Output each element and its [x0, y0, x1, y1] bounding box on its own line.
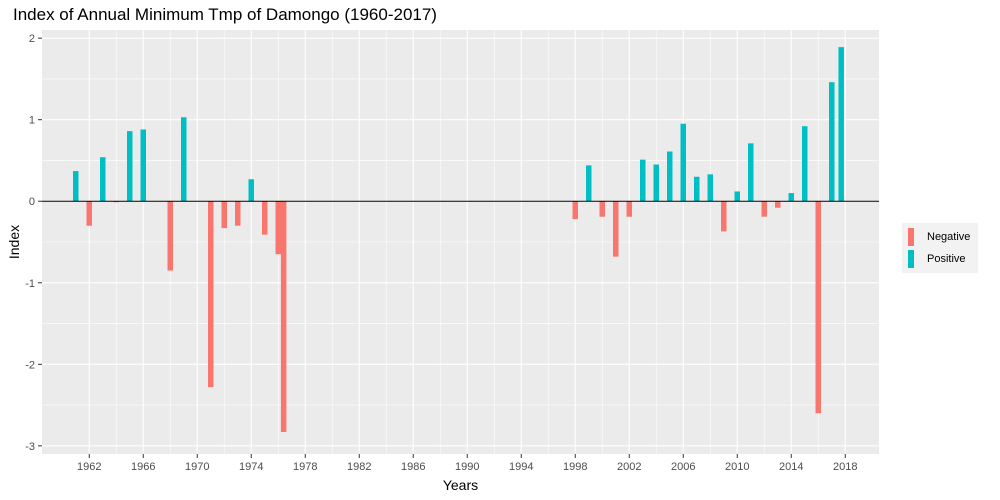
- bar-negative: [280, 201, 287, 432]
- y-axis-title: Index: [6, 225, 22, 259]
- x-tick-label: 2014: [779, 461, 803, 473]
- bar-positive: [586, 165, 592, 202]
- y-tick-label: -1: [25, 278, 35, 290]
- bar-positive: [667, 151, 673, 202]
- bar-negative: [775, 201, 781, 208]
- chart-title: Index of Annual Minimum Tmp of Damongo (…: [13, 5, 437, 24]
- legend: Negative Positive: [902, 223, 978, 273]
- bar-positive: [73, 171, 79, 202]
- bar-positive: [248, 179, 254, 202]
- bar-positive: [707, 174, 713, 202]
- legend-item-positive: Positive: [908, 249, 966, 269]
- bars: [73, 47, 844, 432]
- x-tick-label: 1970: [185, 461, 209, 473]
- bar-negative: [613, 201, 619, 257]
- x-tick-label: 1990: [455, 461, 479, 473]
- bar-negative: [572, 201, 578, 220]
- y-axis: 2 1 0 -1 -2 -3: [25, 33, 42, 453]
- y-tick-label: -2: [25, 359, 35, 371]
- x-tick-label: 1962: [77, 461, 101, 473]
- x-tick-label: 2002: [617, 461, 641, 473]
- bar-negative: [599, 201, 605, 217]
- bar-positive: [802, 126, 808, 202]
- bar-positive: [127, 131, 133, 202]
- legend-key-negative: [908, 228, 914, 246]
- bar-negative: [86, 201, 92, 226]
- bar-negative: [721, 201, 727, 232]
- y-tick-label: -3: [25, 441, 35, 453]
- bar-negative: [275, 201, 281, 255]
- x-tick-label: 1978: [293, 461, 317, 473]
- x-tick-label: 2010: [725, 461, 749, 473]
- bar-negative: [815, 201, 821, 414]
- bar-positive: [734, 191, 740, 202]
- y-tick-label: 1: [29, 115, 35, 127]
- bar-positive: [680, 123, 686, 202]
- bar-positive: [640, 159, 646, 202]
- bar-positive: [653, 164, 659, 202]
- bar-positive: [829, 82, 835, 202]
- legend-item-negative: Negative: [908, 227, 970, 247]
- x-tick-label: 1974: [239, 461, 263, 473]
- x-tick-label: 1998: [563, 461, 587, 473]
- y-tick-label: 2: [29, 33, 35, 45]
- bar-positive: [748, 143, 754, 202]
- x-axis-title: Years: [443, 477, 478, 493]
- legend-label-negative: Negative: [927, 231, 971, 243]
- bar-positive: [694, 176, 700, 202]
- y-tick-label: 0: [29, 196, 35, 208]
- bar-negative: [235, 201, 241, 226]
- x-tick-label: 1982: [347, 461, 371, 473]
- legend-key-positive: [908, 250, 914, 268]
- bar-negative: [221, 201, 227, 229]
- bar-positive: [100, 157, 106, 202]
- bar-positive: [181, 117, 187, 202]
- x-axis: 1962 1966 1970 1974 1978 1982 1986 1990 1994 1998…: [77, 454, 857, 473]
- bar-positive: [838, 47, 844, 202]
- bar-positive: [140, 129, 146, 202]
- x-tick-label: 1986: [401, 461, 425, 473]
- bar-negative: [208, 201, 214, 388]
- bar-positive: [788, 193, 794, 202]
- legend-label-positive: Positive: [927, 253, 966, 265]
- bar-negative: [167, 201, 173, 271]
- x-tick-label: 2006: [671, 461, 695, 473]
- bar-negative: [761, 201, 767, 217]
- x-tick-label: 1994: [509, 461, 533, 473]
- bar-negative: [626, 201, 632, 217]
- bar-negative: [262, 201, 268, 235]
- x-tick-label: 2018: [833, 461, 857, 473]
- x-tick-label: 1966: [131, 461, 155, 473]
